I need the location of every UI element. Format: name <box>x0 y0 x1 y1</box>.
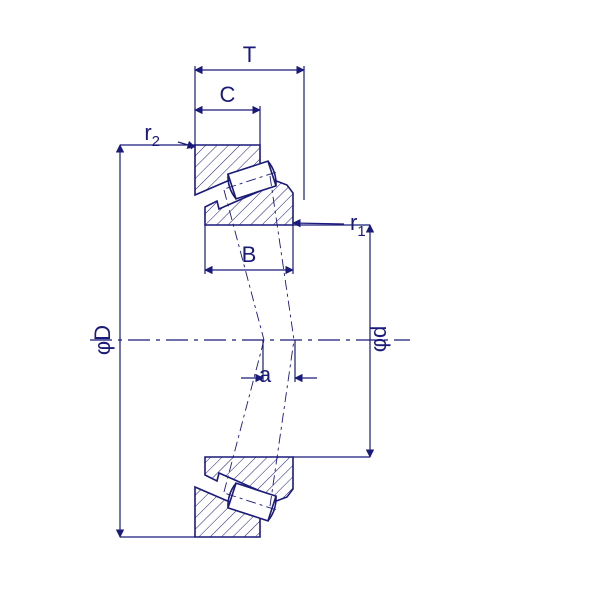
dim-phid-label: φd <box>366 326 391 353</box>
dim-C-label: C <box>220 82 236 107</box>
bearing-cross-section-diagram: TCBar1r2φDφd <box>0 0 600 600</box>
dim-phiD-label: φD <box>90 325 115 355</box>
dim-B-label: B <box>242 242 257 267</box>
dim-T-label: T <box>243 42 256 67</box>
dim-a-label: a <box>259 362 272 387</box>
